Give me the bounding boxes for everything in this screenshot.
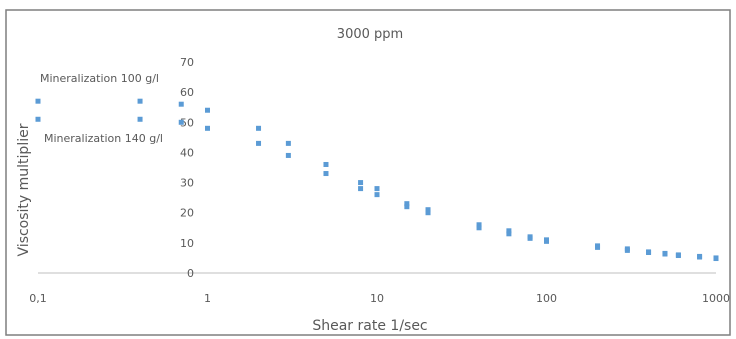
data-point-series-1 — [476, 222, 482, 228]
y-tick-label: 20 — [180, 207, 194, 220]
chart-border — [5, 9, 731, 336]
y-tick-label: 50 — [180, 116, 194, 129]
data-point-series-1 — [205, 107, 210, 113]
data-point-series-2 — [425, 210, 431, 216]
data-point-series-2 — [404, 204, 410, 210]
y-tick-label: 60 — [180, 86, 194, 99]
data-point-series-2 — [205, 125, 210, 131]
data-point-series-1 — [425, 207, 431, 213]
data-point-series-2 — [285, 152, 291, 158]
data-point-series-2 — [713, 256, 719, 262]
data-point-series-2 — [506, 231, 512, 237]
data-point-series-2 — [544, 238, 549, 244]
y-tick-labels: 0 10 20 30 40 50 60 70 — [180, 56, 194, 280]
legend-label-series-2: Mineralization 140 g/l — [44, 132, 163, 145]
x-tick-label: 0,1 — [29, 292, 47, 305]
data-point-series-2 — [35, 116, 41, 122]
x-tick-label: 1 — [204, 292, 211, 305]
x-tick-label: 100 — [536, 292, 557, 305]
data-point-series-2 — [646, 250, 652, 256]
x-tick-label: 1000 — [702, 292, 730, 305]
data-points — [35, 98, 719, 262]
data-point-series-1 — [178, 101, 184, 107]
y-tick-label: 0 — [187, 267, 194, 280]
y-axis-label: Viscosity multiplier — [16, 123, 32, 256]
data-point-series-2 — [675, 253, 681, 259]
data-point-series-1 — [374, 186, 380, 192]
y-tick-label: 10 — [180, 237, 194, 250]
data-point-series-2 — [137, 116, 143, 122]
data-point-series-2 — [595, 244, 601, 250]
data-point-series-2 — [476, 225, 482, 231]
data-point-series-2 — [697, 254, 703, 260]
x-axis-label: Shear rate 1/sec — [312, 318, 427, 334]
y-tick-label: 70 — [180, 56, 194, 69]
data-point-series-2 — [256, 140, 262, 146]
data-point-series-2 — [527, 235, 533, 241]
data-point-series-1 — [323, 161, 329, 167]
y-tick-label: 40 — [180, 146, 194, 159]
x-tick-label: 10 — [370, 292, 384, 305]
legend-label-series-1: Mineralization 100 g/l — [40, 72, 159, 85]
data-point-series-2 — [624, 247, 630, 253]
data-point-series-1 — [285, 140, 291, 146]
x-tick-labels: 0,1 1 10 100 1000 — [29, 292, 730, 305]
data-point-series-2 — [178, 119, 184, 125]
data-point-series-1 — [358, 180, 364, 186]
data-point-series-2 — [323, 171, 329, 177]
data-point-series-1 — [35, 98, 41, 104]
data-point-series-2 — [358, 186, 364, 192]
data-point-series-1 — [506, 228, 512, 234]
data-point-series-1 — [137, 98, 143, 104]
y-tick-label: 30 — [180, 177, 194, 190]
data-point-series-1 — [404, 201, 410, 207]
data-point-series-2 — [374, 192, 380, 198]
data-point-series-1 — [256, 125, 262, 131]
chart-title: 3000 ppm — [337, 27, 403, 42]
data-point-series-2 — [662, 251, 668, 257]
